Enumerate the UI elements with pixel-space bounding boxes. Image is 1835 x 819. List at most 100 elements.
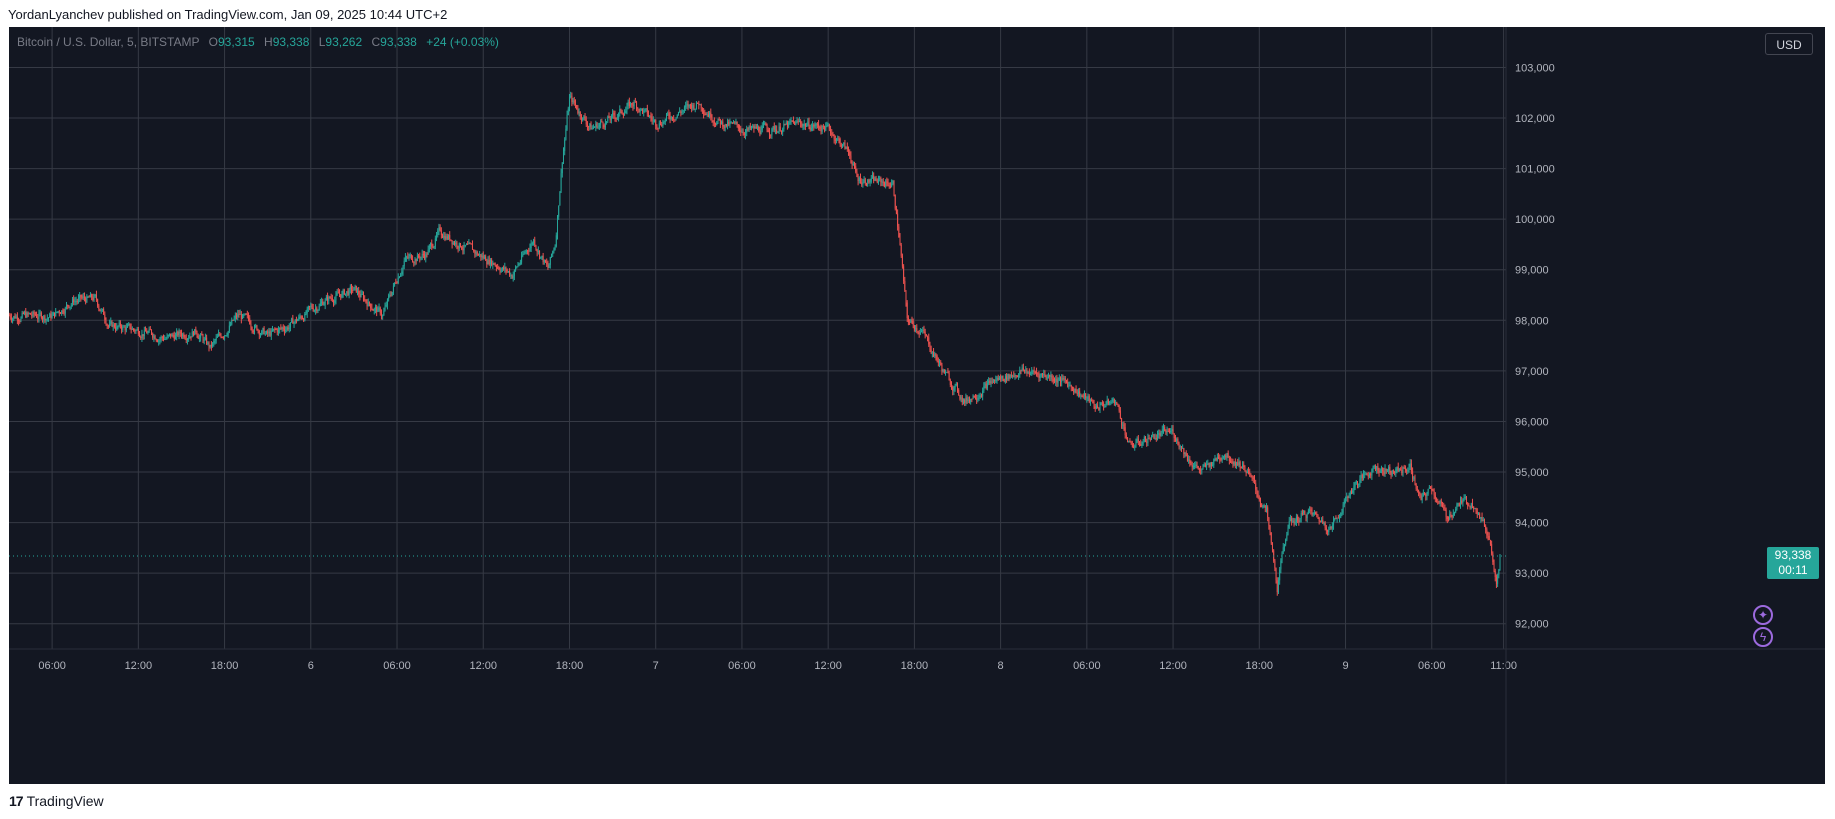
candle-body: [27, 313, 29, 315]
candle-body: [578, 111, 580, 113]
candle-body: [100, 310, 102, 312]
candle-body: [413, 262, 415, 264]
candle-body: [909, 322, 911, 324]
candle-body: [1027, 372, 1029, 374]
candle-body: [900, 244, 902, 256]
candle-body: [1048, 374, 1050, 378]
candle-body: [970, 398, 972, 402]
candle-body: [716, 122, 718, 126]
candle-body: [794, 121, 796, 125]
candle-body: [465, 244, 467, 246]
candle-body: [882, 181, 884, 183]
lightning-icon[interactable]: ϟ: [1753, 627, 1773, 647]
candle-body: [301, 318, 303, 320]
candle-body: [51, 315, 53, 318]
candle-body: [698, 103, 700, 106]
candle-body: [681, 111, 683, 113]
candle-body: [1464, 496, 1466, 498]
candle-body: [622, 113, 624, 116]
candle-body: [1327, 530, 1329, 533]
y-tick-label: 93,000: [1515, 568, 1549, 580]
candle-body: [1201, 468, 1203, 471]
candle-body: [198, 337, 200, 339]
candle-body: [473, 249, 475, 251]
candle-body: [133, 328, 135, 330]
candle-body: [705, 114, 707, 116]
candlestick-chart[interactable]: 92,000 93,000 94,000 95,000 96,000 97,000 98,0…: [9, 27, 1825, 784]
candle-body: [1091, 399, 1093, 402]
candle-body: [955, 383, 957, 385]
candle-body: [459, 243, 461, 247]
candle-body: [170, 333, 172, 337]
candle-body: [1257, 493, 1259, 498]
candle-body: [492, 262, 494, 265]
candle-body: [572, 100, 574, 103]
candle-body: [1244, 467, 1246, 472]
candle-body: [337, 292, 339, 294]
candle-body: [820, 128, 822, 132]
candle-body: [151, 329, 153, 334]
candle-body: [456, 242, 458, 246]
candle-body: [367, 302, 369, 307]
candle-body: [840, 144, 842, 147]
candle-body: [28, 313, 30, 315]
candle-body: [153, 336, 155, 338]
candle-body: [1480, 517, 1482, 519]
candle-body: [10, 317, 12, 320]
candle-body: [1274, 560, 1276, 568]
candle-body: [968, 399, 970, 402]
candle-body: [224, 335, 226, 338]
candle-body: [790, 120, 792, 122]
candle-body: [1286, 534, 1288, 540]
candle-body: [628, 101, 630, 107]
candle-body: [1452, 512, 1454, 517]
candle-body: [1164, 427, 1166, 431]
currency-button[interactable]: USD: [1765, 33, 1813, 55]
candle-body: [322, 301, 324, 305]
candle-body: [92, 297, 94, 301]
candle-body: [1042, 373, 1044, 375]
candle-body: [701, 108, 703, 112]
candle-body: [166, 336, 168, 339]
candle-body: [400, 274, 402, 277]
candle-body: [189, 336, 191, 339]
candle-body: [1071, 387, 1073, 389]
footer-brand-text: TradingView: [26, 793, 104, 809]
candle-body: [686, 103, 688, 106]
candle-body: [1443, 507, 1445, 509]
candle-body: [259, 334, 261, 336]
candle-body: [1384, 468, 1386, 475]
candle-body: [147, 332, 149, 334]
candle-body: [620, 108, 622, 112]
candle-body: [604, 122, 606, 128]
candle-body: [1342, 504, 1344, 513]
candle-body: [524, 252, 526, 254]
footer-brand[interactable]: 17 TradingView: [9, 789, 104, 813]
candle-body: [12, 318, 14, 320]
candle-body: [801, 123, 803, 127]
candle-body: [633, 101, 635, 107]
candle-body: [636, 102, 638, 109]
candle-body: [846, 146, 848, 150]
candle-body: [1014, 375, 1016, 377]
candle-body: [404, 257, 406, 261]
sparkle-icon[interactable]: ✦: [1753, 605, 1773, 625]
candle-body: [1335, 518, 1337, 520]
candle-body: [747, 128, 749, 130]
candle-body: [312, 307, 314, 311]
candle-body: [892, 181, 894, 184]
chart-panel[interactable]: 92,000 93,000 94,000 95,000 96,000 97,000 98,0…: [9, 27, 1825, 784]
candle-body: [1238, 461, 1240, 465]
candle-body: [171, 334, 173, 337]
candle-body: [1137, 438, 1139, 442]
candle-body: [710, 112, 712, 118]
candle-body: [1036, 372, 1038, 374]
candle-body: [973, 395, 975, 398]
candle-body: [542, 255, 544, 262]
candle-body: [311, 305, 313, 308]
candle-body: [1418, 490, 1420, 493]
candle-body: [746, 128, 748, 133]
candle-body: [643, 110, 645, 113]
candle-body: [894, 195, 896, 209]
candle-body: [838, 138, 840, 140]
